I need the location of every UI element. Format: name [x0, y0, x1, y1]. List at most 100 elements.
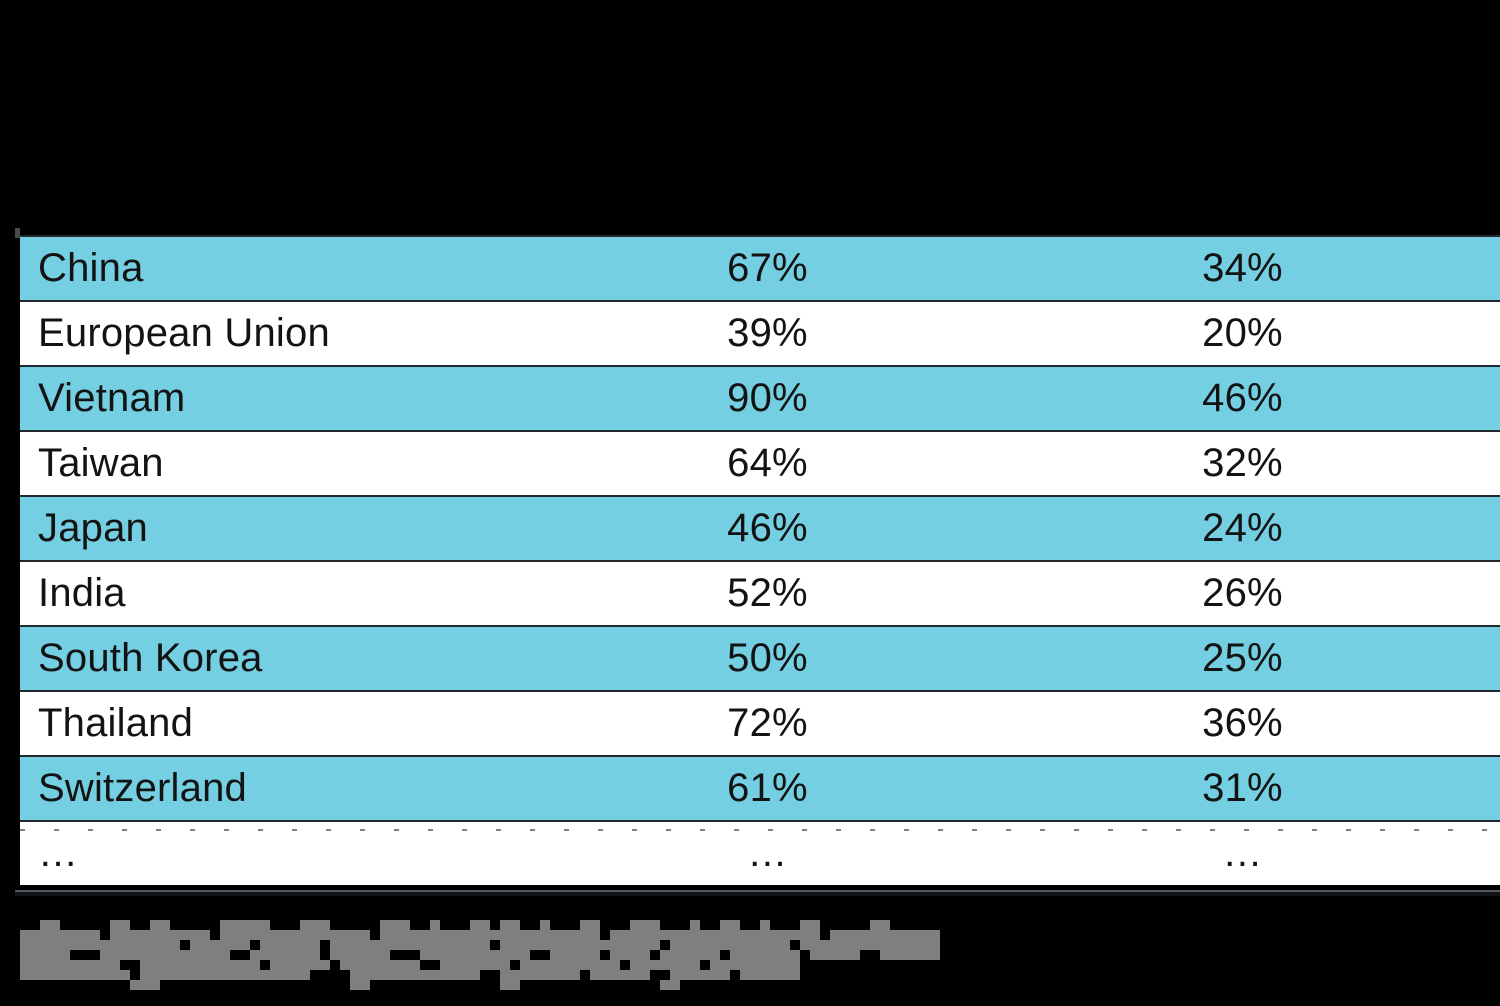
footnote-pixel-block	[110, 930, 210, 940]
footnote-pixel-block	[610, 930, 820, 940]
footnote-pixel-block	[20, 940, 180, 950]
table-bottom-edge-shadow	[15, 892, 1500, 896]
table-row-continuation: … … …	[20, 820, 1500, 885]
table-row: China 67% 34%	[20, 237, 1500, 300]
country-cell: Japan	[38, 506, 148, 550]
table-row: European Union 39% 20%	[20, 300, 1500, 365]
value-cell-col3: …	[1222, 831, 1263, 875]
footnote-pixel-block	[540, 920, 550, 930]
footnote-pixel-block	[100, 950, 230, 960]
table-row: Switzerland 61% 31%	[20, 755, 1500, 820]
footnote-pixel-block	[420, 950, 530, 960]
footnote-pixel-block	[190, 940, 250, 950]
country-cell: Switzerland	[38, 766, 247, 810]
value-cell-col2: 61%	[727, 766, 808, 810]
footnote-pixel-block	[550, 950, 600, 960]
footnote-pixel-block	[500, 940, 660, 950]
country-cell: …	[38, 831, 79, 875]
value-cell-col2: …	[747, 831, 788, 875]
footnote-pixel-block	[630, 960, 700, 970]
footnote-pixel-block	[380, 920, 410, 930]
footnote-pixel-block	[140, 970, 310, 980]
footnote-pixel-block	[220, 920, 270, 930]
table-row: India 52% 26%	[20, 560, 1500, 625]
footnote-pixel-block	[830, 930, 940, 940]
footnote-pixel-block	[150, 920, 170, 930]
footnote-pixel-block	[20, 970, 130, 980]
country-cell: Vietnam	[38, 376, 186, 420]
value-cell-col2: 50%	[727, 636, 808, 680]
footnote-pixel-block	[140, 960, 260, 970]
footnote-pixel-block	[660, 980, 680, 990]
value-cell-col3: 20%	[1202, 311, 1283, 355]
footnote-pixel-block	[20, 960, 120, 970]
table-row: Taiwan 64% 32%	[20, 430, 1500, 495]
country-cell: South Korea	[38, 636, 263, 680]
footnote-pixel-block	[110, 920, 130, 930]
table-row: Japan 46% 24%	[20, 495, 1500, 560]
value-cell-col2: 67%	[727, 246, 808, 290]
table-row: Vietnam 90% 46%	[20, 365, 1500, 430]
footnote-pixel-block	[660, 950, 720, 960]
footnote-pixel-block	[720, 920, 740, 930]
country-cell: Taiwan	[38, 441, 164, 485]
footnote-pixel-block	[760, 920, 770, 930]
value-cell-col2: 64%	[727, 441, 808, 485]
footnote-pixel-block	[220, 930, 370, 940]
table-row: South Korea 50% 25%	[20, 625, 1500, 690]
country-cell: India	[38, 571, 126, 615]
footnote-pixel-block	[630, 920, 660, 930]
footnote-pixel-block	[20, 930, 100, 940]
footnote-pixel-block	[300, 920, 330, 930]
country-cell: Thailand	[38, 701, 194, 745]
footnote-pixel-block	[330, 940, 490, 950]
footnote-pixel-block	[340, 960, 420, 970]
value-cell-col3: 26%	[1202, 571, 1283, 615]
footnote-pixel-block	[330, 950, 390, 960]
footnote-pixel-block	[350, 980, 370, 990]
table-left-border	[15, 228, 20, 238]
footnote-pixel-block	[870, 920, 890, 930]
footnote-pixel-block	[500, 920, 520, 930]
footnote-pixel-block	[130, 980, 160, 990]
value-cell-col2: 90%	[727, 376, 808, 420]
footnote-pixel-block	[40, 920, 60, 930]
footnote-pixel-block	[260, 940, 320, 950]
footnote-pixel-block	[730, 950, 800, 960]
footnote-pixel-block	[800, 920, 820, 930]
footnote-pixel-block	[800, 940, 940, 950]
footnote-pixel-block	[880, 950, 940, 960]
footnote-pixel-block	[500, 970, 580, 980]
value-cell-col3: 24%	[1202, 506, 1283, 550]
footnote-pixel-block	[470, 920, 490, 930]
value-cell-col3: 46%	[1202, 376, 1283, 420]
footnote-pixel-block	[20, 950, 70, 960]
footnote-pixel-block	[440, 960, 510, 970]
table-bottom-edge-highlight	[15, 890, 1500, 892]
footnote-pixel-block	[810, 950, 860, 960]
value-cell-col3: 36%	[1202, 701, 1283, 745]
value-cell-col3: 34%	[1202, 246, 1283, 290]
table-row: Thailand 72% 36%	[20, 690, 1500, 755]
table-rows: China 67% 34% European Union 39% 20% Vietnam 90…	[20, 235, 1500, 885]
country-cell: European Union	[38, 311, 330, 355]
footnote-pixel-block	[350, 970, 480, 980]
footnote-pixel-block	[670, 970, 730, 980]
value-cell-col2: 39%	[727, 311, 808, 355]
value-cell-col3: 25%	[1202, 636, 1283, 680]
footnote-pixel-block	[590, 970, 650, 980]
footnote-pixel-block	[690, 920, 700, 930]
value-cell-col2: 72%	[727, 701, 808, 745]
footnote-pixel-block	[500, 980, 520, 990]
footnote-pixel-block	[610, 950, 650, 960]
footnote-pixel-block	[520, 960, 620, 970]
footnote-pixel-block	[250, 950, 320, 960]
footnote-pixel-block	[710, 960, 800, 970]
value-cell-col3: 32%	[1202, 441, 1283, 485]
footnote-pixel-block	[380, 930, 600, 940]
footnote-pixel-block	[430, 920, 440, 930]
country-cell: China	[38, 246, 144, 290]
footnote-pixel-block	[670, 940, 790, 950]
value-cell-col2: 52%	[727, 571, 808, 615]
